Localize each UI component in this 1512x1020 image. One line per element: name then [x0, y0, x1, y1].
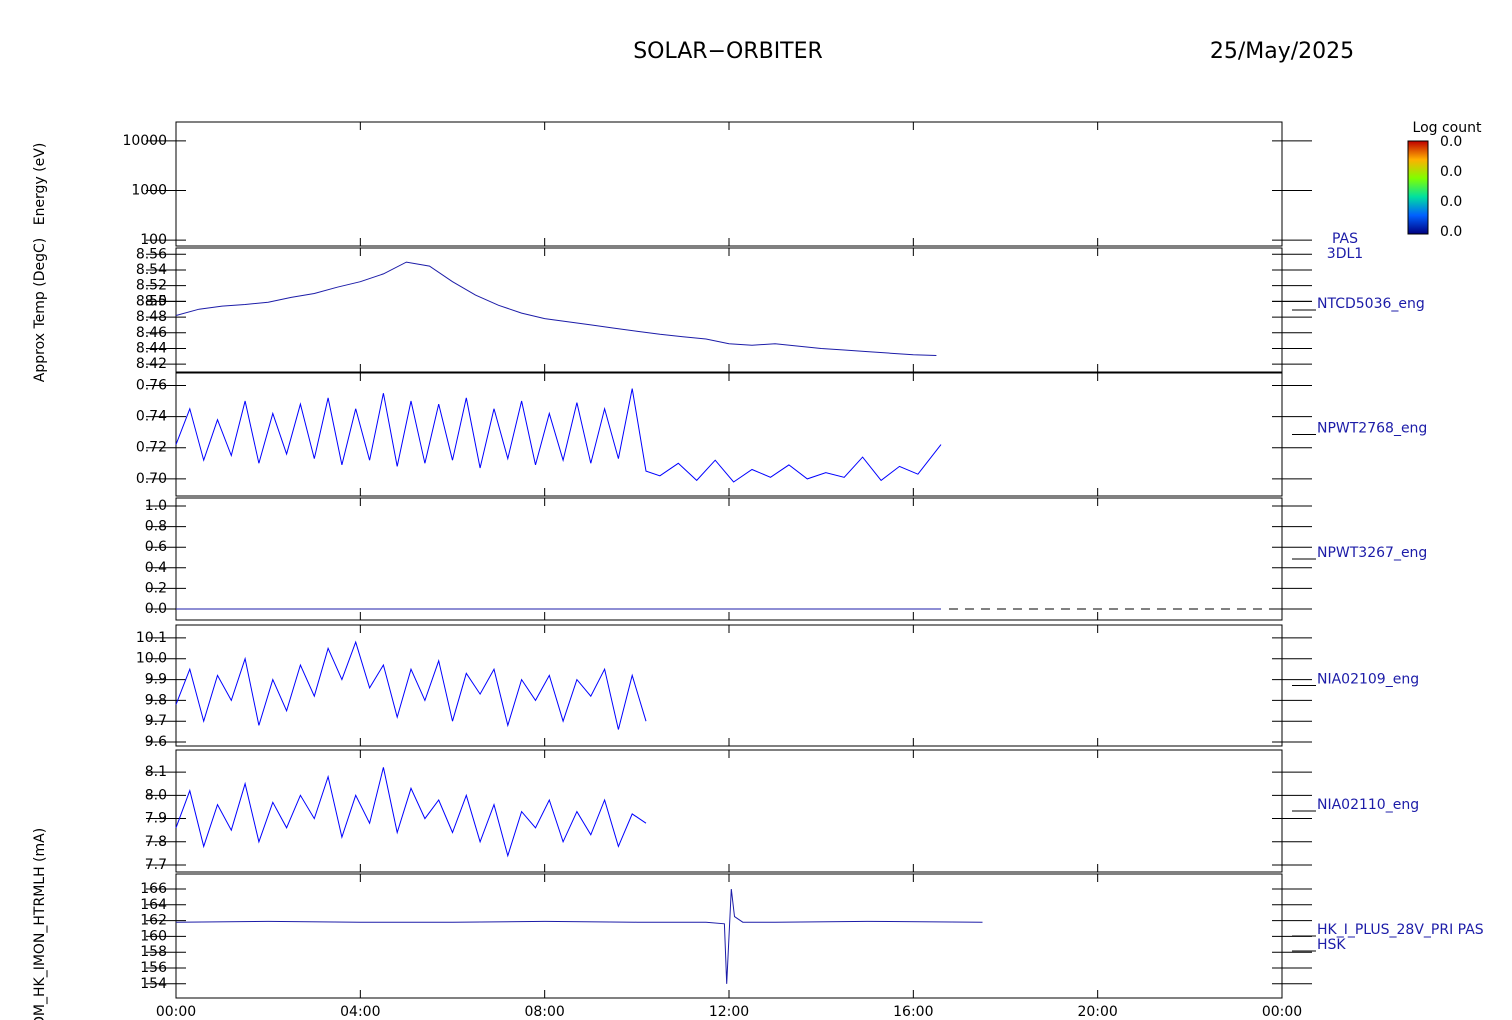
- colorbar-label: 0.0: [1440, 194, 1462, 210]
- colorbar-label: 0.0: [1440, 134, 1462, 150]
- colorbar-label: 0.0: [1440, 224, 1462, 240]
- colorbar-label: 0.0: [1440, 164, 1462, 180]
- instrument-label: PAS: [1332, 231, 1358, 247]
- panel-frame: [175, 497, 1283, 621]
- x-tick-label: 20:00: [1077, 1004, 1117, 1020]
- channel-label: NTCD5036_eng: [1317, 296, 1425, 312]
- series-line: [175, 888, 983, 984]
- series-line: [175, 767, 647, 858]
- y-tick-label: 10000: [122, 133, 167, 149]
- series-line: [175, 388, 942, 483]
- channel-label: NIA02110_eng: [1317, 797, 1419, 813]
- x-tick-label: 12:00: [709, 1004, 749, 1020]
- colorbar-title: Log count: [1413, 120, 1482, 136]
- panel-frame: [175, 749, 1283, 873]
- x-tick-label: 04:00: [340, 1004, 380, 1020]
- series-line: [175, 640, 647, 730]
- series-line: [175, 261, 937, 356]
- y-axis-label: Energy (eV): [32, 143, 48, 226]
- channel-label: HK_I_PLUS_28V_PRI PAS: [1317, 922, 1484, 938]
- channel-sublabel: HSK: [1317, 937, 1346, 953]
- chart-title: SOLAR−ORBITER: [633, 39, 823, 64]
- x-tick-label: 00:00: [1262, 1004, 1302, 1020]
- panel-frame: [175, 247, 1283, 373]
- channel-label: NPWT2768_eng: [1317, 421, 1427, 437]
- y-axis-label: PSDM_HK_IMON_HTRMLH (mA): [32, 828, 48, 1020]
- colorbar: [1407, 140, 1429, 235]
- panel-frame: [175, 121, 1283, 247]
- x-tick-label: 16:00: [893, 1004, 933, 1020]
- instrument-sublabel: 3DL1: [1327, 246, 1363, 262]
- x-tick-label: 08:00: [524, 1004, 564, 1020]
- panel-frame: [175, 372, 1283, 497]
- date: 25/May/2025: [1210, 39, 1354, 64]
- panel-frame: [175, 624, 1283, 747]
- channel-label: NIA02109_eng: [1317, 672, 1419, 688]
- x-tick-label: 00:00: [156, 1004, 196, 1020]
- channel-label: NPWT3267_eng: [1317, 545, 1427, 561]
- y-axis-label: Approx Temp (DegC): [32, 238, 48, 382]
